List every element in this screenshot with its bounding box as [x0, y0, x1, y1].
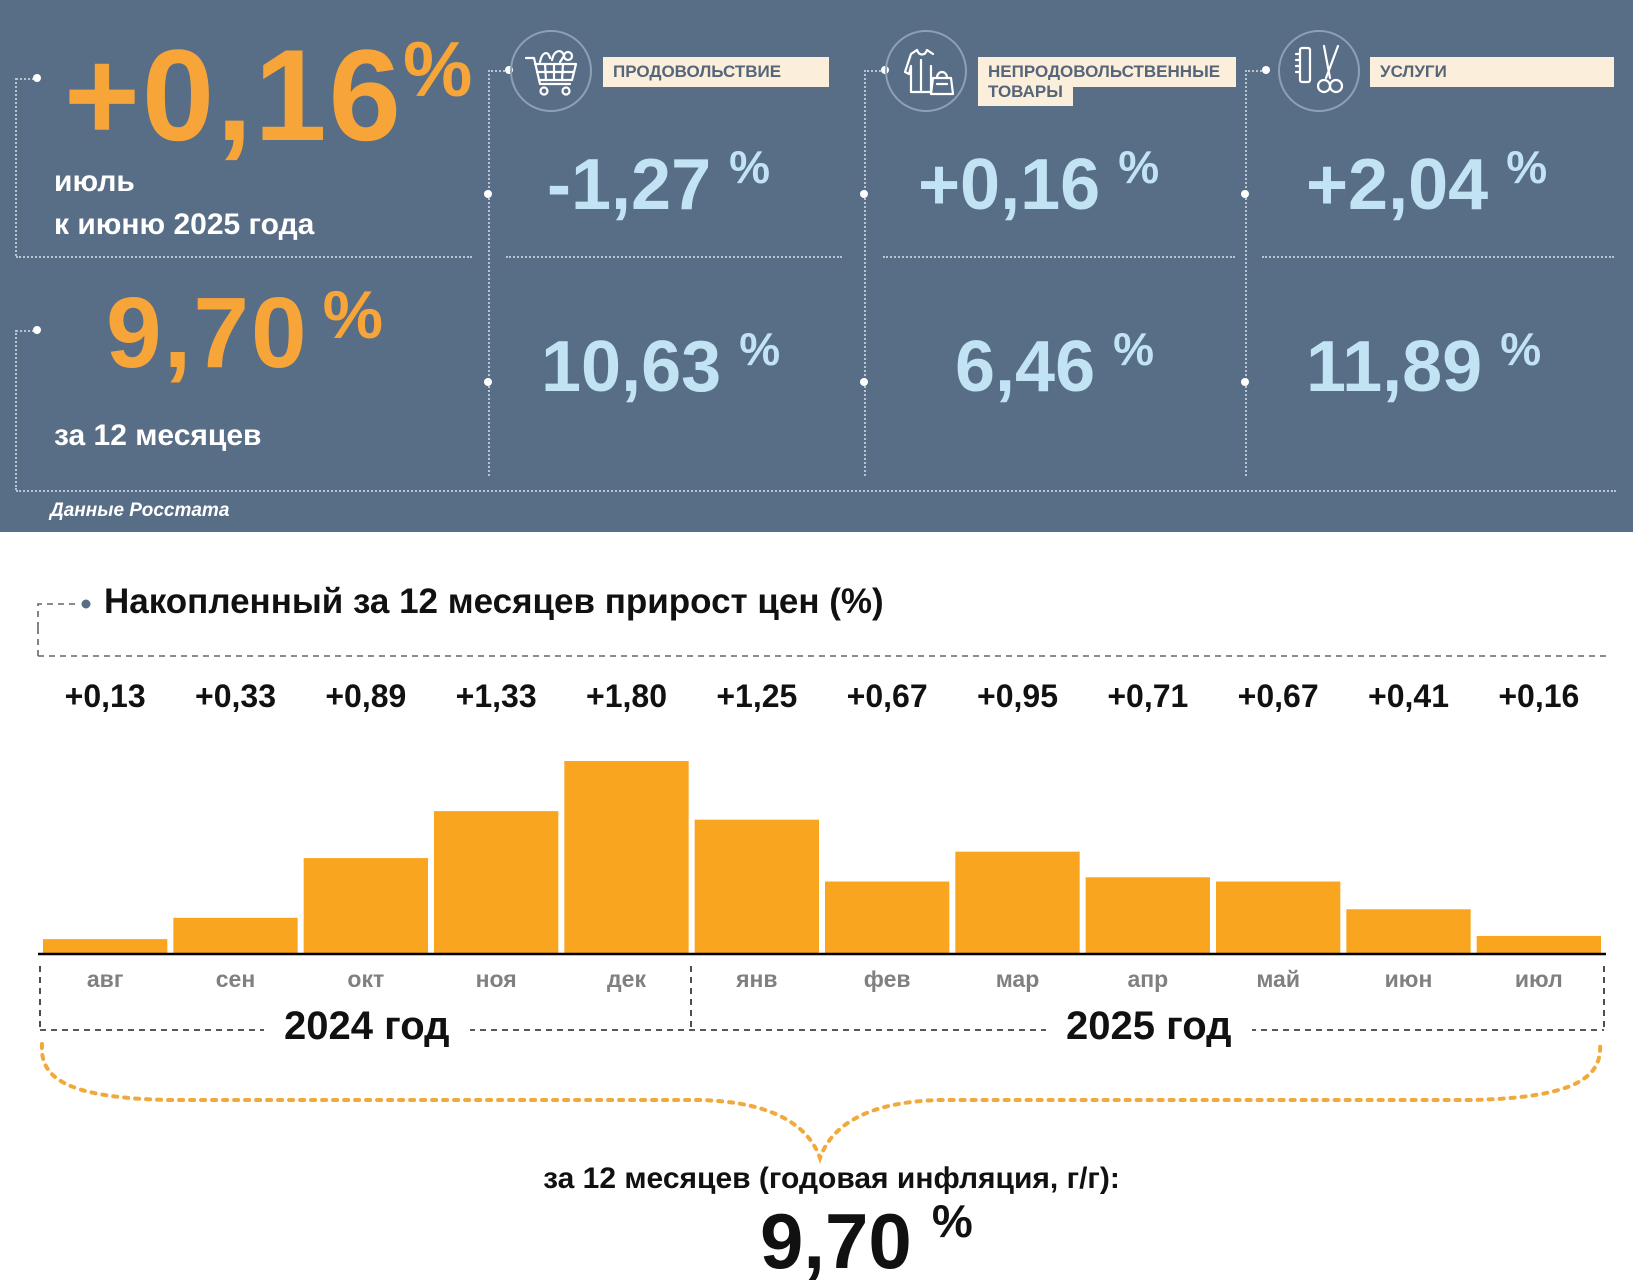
month-label: фев: [863, 966, 911, 992]
shopping-cart-icon: [510, 30, 592, 112]
month-label: янв: [736, 966, 778, 992]
connector: [16, 78, 34, 80]
bar-июн: [1346, 909, 1471, 953]
bar-value-label: +0,13: [64, 678, 146, 714]
annual-caption: за 12 месяцев (годовая инфляция, г/г):: [543, 1162, 1120, 1195]
bar-value-label: +0,41: [1368, 678, 1449, 714]
food-monthly-value: -1,27%: [547, 141, 771, 225]
node-dot: [1241, 190, 1249, 198]
month-label: мар: [995, 966, 1040, 992]
category-tag-nonfood: НЕПРОДОВОЛЬСТВЕННЫЕ: [978, 57, 1236, 87]
month-label: июн: [1384, 966, 1433, 992]
bar-value-label: +0,67: [1237, 678, 1319, 714]
divider: [15, 78, 17, 256]
category-tag-services: УСЛУГИ: [1370, 57, 1614, 87]
bar-июл: [1476, 935, 1601, 953]
year-label-2025: 2025 год: [1046, 1004, 1252, 1049]
bar-мар: [955, 851, 1080, 953]
node-dot: [860, 190, 868, 198]
month-label: июл: [1514, 966, 1563, 992]
category-tag-food: ПРОДОВОЛЬСТВИЕ: [603, 57, 829, 87]
node-dot: [484, 378, 492, 386]
annual-label: за 12 месяцев: [54, 419, 262, 452]
node-dot: [860, 378, 868, 386]
bar-value-label: +0,71: [1107, 678, 1189, 714]
node-dot: [505, 66, 513, 74]
divider: [16, 490, 1616, 492]
node-dot: [1262, 66, 1270, 74]
chart-title: Накопленный за 12 месяцев прирост цен (%…: [104, 582, 884, 621]
bar-апр: [1085, 877, 1210, 953]
title-connector: [37, 603, 78, 628]
node-dot: [1241, 378, 1249, 386]
bar-value-label: +0,95: [977, 678, 1058, 714]
month-label: ноя: [475, 966, 517, 992]
connector: [1245, 70, 1265, 72]
nonfood-monthly-value: +0,16%: [918, 141, 1160, 225]
bar-value-label: +0,89: [325, 678, 407, 714]
source-note: Данные Росстата: [50, 500, 230, 521]
nonfood-annual-value: 6,46%: [955, 323, 1155, 407]
divider: [506, 256, 842, 258]
bar-value-label: +0,33: [195, 678, 276, 714]
divider: [488, 70, 490, 476]
bar-окт: [303, 858, 428, 953]
node-dot: [33, 74, 41, 82]
year-label-2024: 2024 год: [264, 1004, 470, 1049]
summary-panel: +0,16% июль к июню 2025 года 9,70% за 12…: [0, 0, 1633, 532]
comb-scissors-icon: [1278, 30, 1360, 112]
monthly-label: июль к июню 2025 года: [54, 165, 315, 241]
divider: [883, 256, 1235, 258]
month-label: окт: [347, 966, 385, 992]
divider: [16, 256, 472, 258]
clothing-bag-icon: [885, 30, 967, 112]
connector: [864, 70, 884, 72]
node-dot: [33, 326, 41, 334]
node-dot: [484, 190, 492, 198]
connector: [16, 330, 34, 332]
month-label: май: [1256, 966, 1300, 992]
bar-value-label: +0,67: [846, 678, 928, 714]
bar-value-label: +1,25: [716, 678, 798, 714]
bar-value-label: +1,33: [455, 678, 537, 714]
title-dot: [81, 599, 91, 609]
month-label: сен: [215, 966, 256, 992]
month-label: дек: [607, 966, 646, 992]
bar-value-label: +0,16: [1498, 678, 1580, 714]
services-annual-value: 11,89%: [1306, 323, 1542, 407]
bar-май: [1216, 881, 1341, 953]
month-label: апр: [1127, 966, 1169, 992]
divider: [15, 330, 17, 490]
total-brace: [39, 1042, 1603, 1164]
bar-ноя: [434, 811, 559, 953]
bar-авг: [43, 939, 168, 953]
category-tag-nonfood-line2: ТОВАРЫ: [978, 80, 1073, 106]
divider: [1245, 70, 1247, 476]
bar-сен: [173, 917, 298, 953]
month-label: авг: [86, 966, 124, 992]
services-monthly-value: +2,04%: [1306, 141, 1548, 225]
annual-total-value: 9,70%: [760, 1195, 973, 1285]
connector: [488, 70, 508, 72]
bar-дек: [564, 761, 689, 953]
divider: [864, 70, 866, 476]
bar-value-label: +1,80: [586, 678, 667, 714]
bars-layer: [43, 761, 1601, 953]
bar-фев: [825, 881, 950, 953]
divider: [1262, 256, 1614, 258]
food-annual-value: 10,63%: [541, 323, 781, 407]
bar-янв: [694, 819, 819, 953]
monthly-inflation-value: +0,16%: [64, 22, 473, 168]
annual-inflation-value: 9,70%: [106, 277, 384, 389]
